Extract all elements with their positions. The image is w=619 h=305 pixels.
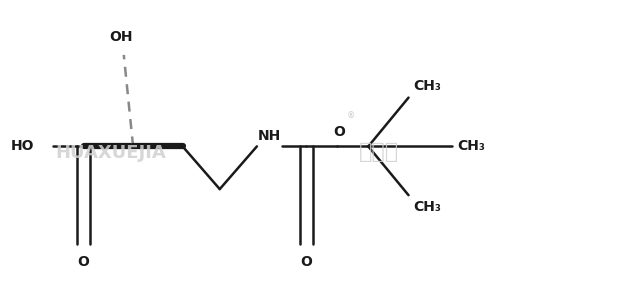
Text: NH: NH <box>258 129 281 143</box>
Text: CH₃: CH₃ <box>413 79 441 93</box>
Text: ®: ® <box>347 111 355 120</box>
Text: HO: HO <box>11 139 34 153</box>
Text: CH₃: CH₃ <box>457 139 485 153</box>
Text: O: O <box>77 255 90 269</box>
Text: 化学加: 化学加 <box>359 142 399 163</box>
Text: O: O <box>300 255 313 269</box>
Text: OH: OH <box>110 30 133 44</box>
Text: O: O <box>333 125 345 139</box>
Text: HUAXUEJIA: HUAXUEJIA <box>56 143 167 162</box>
Text: CH₃: CH₃ <box>413 200 441 214</box>
